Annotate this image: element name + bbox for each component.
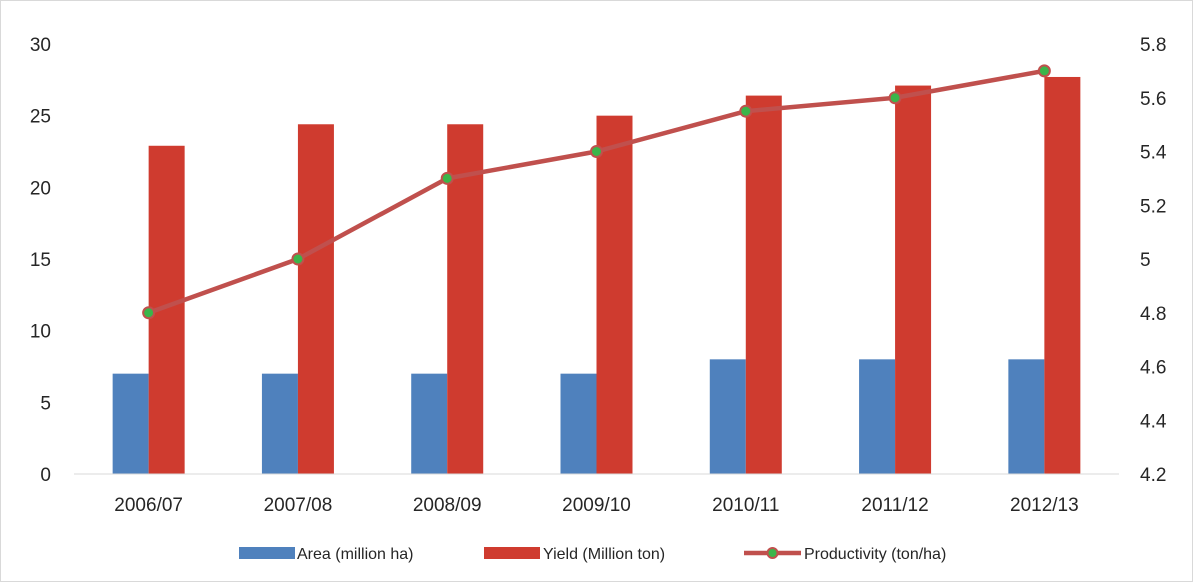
bar-area <box>560 373 597 474</box>
productivity-point <box>291 252 305 266</box>
y2-tick-label: 5 <box>1140 250 1151 271</box>
x-tick-label: 2009/10 <box>562 495 631 516</box>
x-tick-label: 2011/12 <box>861 495 928 516</box>
productivity-point <box>142 306 156 320</box>
bar-area <box>1008 359 1045 474</box>
y-tick-label: 20 <box>30 178 51 199</box>
y-tick-label: 25 <box>30 107 51 128</box>
legend-label-area: Area (million ha) <box>297 546 413 563</box>
y2-tick-label: 5.4 <box>1140 143 1167 164</box>
productivity-point <box>888 91 902 105</box>
bar-area <box>261 373 298 474</box>
y-tick-label: 15 <box>30 250 51 271</box>
axes: 0 5 10 15 20 25 30 4.2 4.4 4.6 4.8 5 5.2 5.4 5.6 5.8 200… <box>30 35 1167 516</box>
bar-yield <box>297 124 334 475</box>
y-tick-label: 30 <box>30 35 51 56</box>
x-tick-label: 2006/07 <box>114 495 183 516</box>
legend: Area (million ha) Yield (Million ton) Prod… <box>239 546 946 563</box>
bar-yield <box>895 85 932 475</box>
y2-tick-label: 4.2 <box>1140 465 1166 486</box>
productivity-point <box>1037 64 1051 78</box>
bar-area <box>709 359 746 474</box>
bar-yield <box>745 95 782 474</box>
x-tick-label: 2010/11 <box>712 495 779 516</box>
y-tick-label: 5 <box>40 393 51 414</box>
bar-area <box>112 373 149 474</box>
x-tick-label: 2008/09 <box>413 495 482 516</box>
bar-area <box>859 359 896 474</box>
bar-yield <box>596 115 633 475</box>
y2-tick-label: 5.8 <box>1140 35 1166 56</box>
y2-tick-label: 4.6 <box>1140 358 1166 379</box>
productivity-point <box>590 145 603 158</box>
y2-tick-label: 4.4 <box>1140 411 1167 432</box>
plot-area <box>112 64 1081 475</box>
bar-yield <box>1044 76 1081 474</box>
productivity-point <box>440 171 454 185</box>
y-tick-label: 10 <box>30 322 51 343</box>
productivity-point <box>739 104 753 118</box>
x-tick-label: 2012/13 <box>1010 495 1079 516</box>
legend-swatch-yield <box>484 547 540 559</box>
legend-label-yield: Yield (Million ton) <box>543 546 665 563</box>
legend-swatch-area <box>239 547 295 559</box>
bar-yield <box>447 124 484 475</box>
x-tick-label: 2007/08 <box>264 495 333 516</box>
legend-swatch-productivity-marker <box>766 547 779 559</box>
legend-label-productivity: Productivity (ton/ha) <box>804 546 946 563</box>
y2-tick-label: 4.8 <box>1140 304 1166 325</box>
y2-tick-label: 5.6 <box>1140 89 1166 110</box>
y-tick-label: 0 <box>40 465 51 486</box>
bar-area <box>411 373 448 474</box>
y2-tick-label: 5.2 <box>1140 196 1166 217</box>
